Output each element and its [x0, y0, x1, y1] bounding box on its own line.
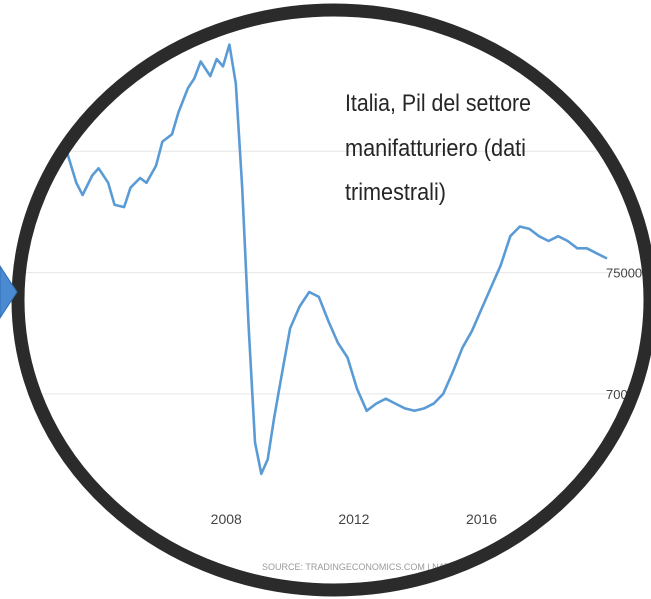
gridlines [18, 150, 650, 395]
title-line-2: manifatturiero (dati [345, 135, 526, 162]
x-tick-label: 2004 [83, 511, 114, 527]
chart-title: Italia, Pil del settore manifatturiero (… [345, 90, 531, 206]
oval-frame [11, 3, 651, 597]
x-tick-label: 2016 [466, 511, 497, 527]
source-note: SOURCE: TRADINGECONOMICS.COM | NATI [262, 562, 452, 572]
arrow-pointer [0, 265, 18, 319]
x-tick-label: 2008 [211, 511, 242, 527]
series-line [20, 43, 608, 476]
title-line-1: Italia, Pil del settore [345, 90, 531, 117]
title-line-3: trimestrali) [345, 179, 446, 206]
y-tick-label: 75000 [606, 266, 642, 281]
x-tick-label: 2012 [338, 511, 369, 527]
